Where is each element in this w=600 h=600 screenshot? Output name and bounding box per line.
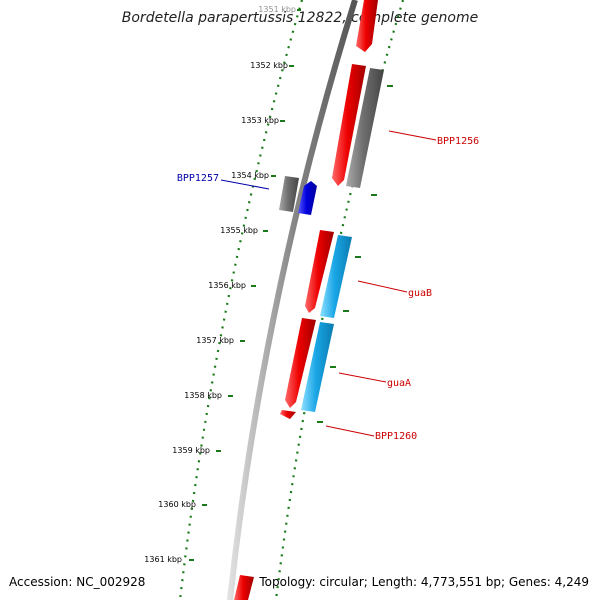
gene-label-guaa[interactable]: guaA <box>387 378 411 389</box>
gene-label-bpp1257[interactable]: BPP1257 <box>177 173 219 184</box>
position-label-1354: 1354 kbp <box>231 171 269 180</box>
position-label-1355: 1355 kbp <box>220 226 258 235</box>
genome-backbone <box>227 0 358 600</box>
outer-tick-track <box>274 0 405 600</box>
position-label-1357: 1357 kbp <box>196 336 234 345</box>
gene-guaa[interactable] <box>301 322 334 412</box>
position-label-1353: 1353 kbp <box>241 116 279 125</box>
leader-bpp1257 <box>220 179 270 190</box>
genome-summary-text: Topology: circular; Length: 4,773,551 bp… <box>259 575 589 589</box>
position-label-1359: 1359 kbp <box>172 446 210 455</box>
gene-top-partial[interactable] <box>356 0 378 52</box>
gene-bpp1256[interactable] <box>346 68 384 188</box>
position-label-1351: 1351 kbp <box>258 5 296 14</box>
gene-label-guab[interactable]: guaB <box>408 288 432 299</box>
gene-features <box>234 0 384 600</box>
map-title: Bordetella parapertussis 12822, complete… <box>121 10 479 26</box>
position-label-1360: 1360 kbp <box>158 500 196 509</box>
gene-label-bpp1256[interactable]: BPP1256 <box>437 136 479 147</box>
gene-forward-guab-region[interactable] <box>305 230 334 313</box>
position-label-1361: 1361 kbp <box>144 555 182 564</box>
leader-bpp1256 <box>388 130 437 141</box>
gene-bpp1260[interactable] <box>280 410 296 419</box>
gene-bottom-partial[interactable] <box>234 575 254 600</box>
position-label-1356: 1356 kbp <box>208 281 246 290</box>
gene-bpp1257-grey[interactable] <box>279 176 299 212</box>
leader-guaa <box>338 372 387 383</box>
leader-guab <box>357 280 408 293</box>
major-ticks <box>189 9 301 561</box>
leader-bpp1260 <box>325 425 375 437</box>
inner-tick-track <box>178 0 304 600</box>
gene-forward-bpp1256-region[interactable] <box>332 64 366 186</box>
position-label-1352: 1352 kbp <box>250 61 288 70</box>
gene-forward-guaa-region[interactable] <box>285 318 316 408</box>
gene-bpp1257[interactable] <box>298 181 317 215</box>
position-label-1358: 1358 kbp <box>184 391 222 400</box>
gene-guab[interactable] <box>320 235 352 318</box>
accession-text: Accession: NC_002928 <box>9 575 146 589</box>
outer-major-ticks <box>317 85 393 423</box>
gene-label-bpp1260[interactable]: BPP1260 <box>375 431 417 442</box>
